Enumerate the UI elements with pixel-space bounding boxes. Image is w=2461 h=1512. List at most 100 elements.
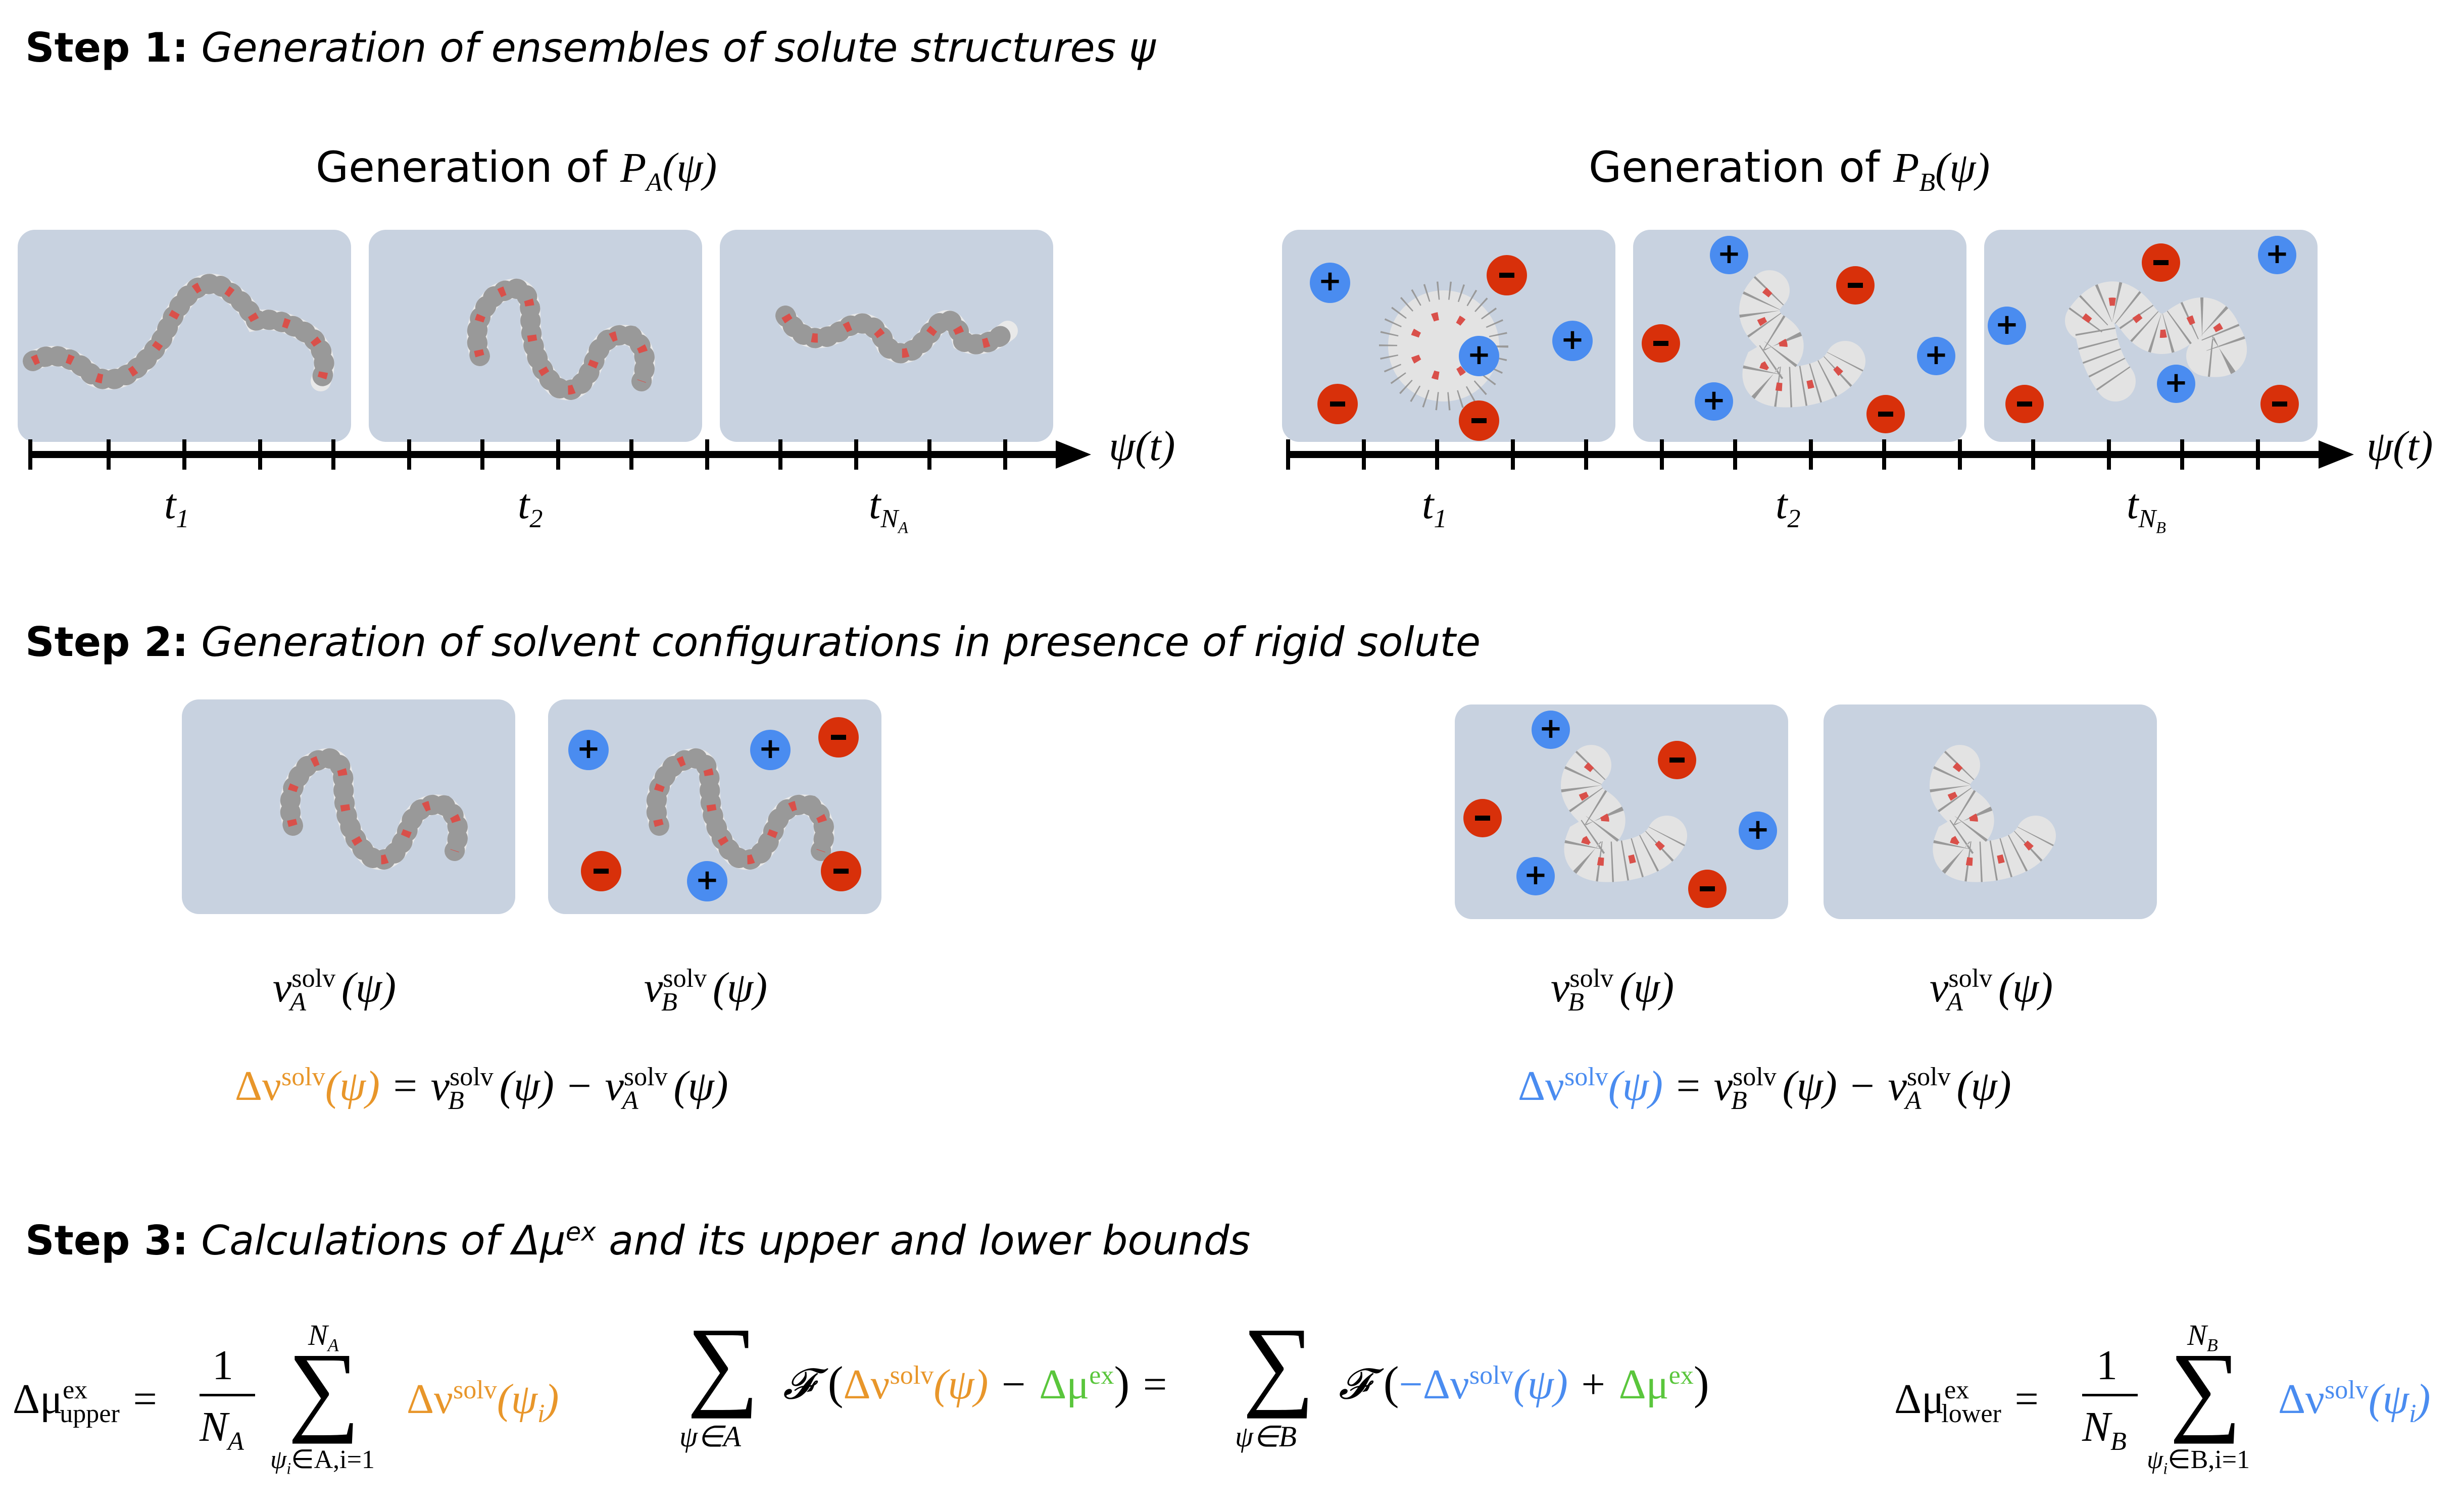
coiled-chain-icon [1930,745,2056,882]
step3-text-post: and its upper and lower bounds [596,1217,1251,1264]
upper-lhs: Δμexupper = [13,1376,157,1428]
wavy-chain [775,306,1018,364]
fraction-bar [2082,1394,2138,1396]
axis-arrowhead-icon [2319,440,2354,469]
bar-lhs: 𝓕 (Δνsolv(ψ) − Δμex) = [783,1357,1167,1408]
svg-text:+: + [1717,237,1741,270]
right-title-arg: (ψ) [1935,144,1990,191]
axis-arrowhead-icon [1056,440,1091,469]
step3-sup: ex [565,1217,596,1247]
plus-ion-icon: + [1552,321,1593,361]
delta-nu-equation-right: Δνsolv(ψ) = νsolvB (ψ) − νsolvA (ψ) [1518,1063,2011,1115]
upper-term: Δνsolv(ψi) [407,1376,559,1428]
chain-molecule-icon [467,278,655,400]
tick-label-t1-right: t1 [1422,481,1447,533]
delta-nu-equation-left: Δνsolv(ψ) = νsolvB (ψ) − νsolvA (ψ) [235,1063,728,1115]
ion-solution-scene: + + + [1463,711,1777,908]
minus-ion-icon [1866,395,1905,433]
sum-bottom-B: ψ∈B [1235,1420,1297,1453]
step1-label: Step 1: [25,24,188,71]
vacuum-snapshot-1 [18,230,351,442]
sum-bottom: ψi∈B,i=1 [2147,1445,2250,1478]
nu-A-right: νsolvA (ψ) [1930,964,2053,1017]
minus-ion-icon [2005,385,2044,423]
step3-text-pre: Calculations of Δμ [201,1217,566,1264]
tick-label-t1: t1 [164,481,189,533]
nu-A-left: νsolvA (ψ) [273,964,397,1017]
svg-text:+: + [2266,237,2289,270]
bar-rhs: 𝓕 (−Δνsolv(ψ) + Δμex) [1339,1357,1709,1408]
plus-ion-icon: + [1532,711,1570,749]
ion-solution-scene: + + + [568,717,861,901]
lower-lhs: Δμexlower = [1894,1376,2039,1428]
svg-text:+: + [1524,859,1548,891]
ion-snapshot-2: + + + [1633,230,1966,442]
ion-snapshot-1: + + + [1282,230,1615,442]
frac-den: NA [200,1403,244,1456]
nu-B-left: νsolvB (ψ) [644,964,768,1017]
tick-label-tNB: tNB [2127,481,2166,537]
step1-text: Generation of ensembles of solute struct… [201,24,1156,71]
sum-icon: ∑ [2170,1333,2242,1444]
sum-top: NA [308,1319,339,1355]
plus-ion-icon: + [1310,263,1350,303]
frac-num: 1 [212,1342,233,1389]
vacuum-snapshot-2 [369,230,702,442]
extended-chain [23,274,334,391]
bar-equation: ∑ ψ∈A 𝓕 (Δνsolv(ψ) − Δμex) = ∑ ψ∈B 𝓕 (−Δ… [667,1303,1818,1485]
left-title-sub: A [646,168,663,197]
left-time-axis [28,439,1091,470]
rigid-solute-in-A [182,699,515,914]
svg-text:+: + [1467,338,1491,371]
sum-bottom-A: ψ∈A [679,1420,741,1453]
frac-den: NB [2082,1403,2127,1456]
ion-solution-scene: + + + [1988,236,2299,423]
tick-label-tNA: tNA [869,481,908,537]
sum-icon: ∑ [1243,1307,1315,1419]
plus-ion-icon: + [1917,337,1955,375]
sum-icon: ∑ [687,1307,759,1419]
step3-label: Step 3: [25,1217,188,1264]
step2-text: Generation of solvent configurations in … [201,619,1481,666]
minus-ion-icon [1317,384,1358,424]
step3-heading: Step 3: Calculations of Δμex and its upp… [25,1217,1250,1264]
right-title-sub: B [1919,168,1936,197]
lower-bound-equation: Δμexlower = 1 NB NB ∑ ψi∈B,i=1 Δνsolv(ψi… [1894,1318,2455,1485]
svg-text:+: + [1702,384,1726,417]
vacuum-snapshot-3 [720,230,1053,442]
lower-term: Δνsolv(ψi) [2278,1376,2431,1428]
plus-ion-icon: + [2157,365,2195,403]
plus-ion-icon: + [1710,236,1748,274]
fraction-bar [200,1394,255,1396]
rigid-solute-in-B-right: + + + [1455,704,1788,919]
plus-ion-icon: + [1459,336,1499,376]
plus-ion-icon: + [1695,382,1733,421]
minus-ion-icon [1642,324,1680,363]
chain-molecule-icon [23,274,334,391]
plus-ion-icon: + [1739,812,1777,850]
ion-snapshot-3: + + + [1984,230,2318,442]
tick-label-t2: t2 [518,481,543,533]
svg-text:+: + [1318,265,1342,297]
chain-molecule-icon [280,748,468,870]
sum-icon: ∑ [288,1333,360,1444]
left-axis-label: ψ(t) [1109,423,1175,470]
sum-bottom: ψi∈A,i=1 [270,1445,375,1478]
svg-text:+: + [1995,308,2019,341]
svg-text:+: + [1561,323,1585,356]
svg-text:+: + [577,732,601,765]
left-title-P: P [620,144,647,191]
ion-solution-scene: + + + [1642,236,1955,433]
plus-ion-icon: + [1988,307,2026,345]
svg-text:+: + [1539,712,1563,745]
plus-ion-icon: + [750,730,791,770]
rigid-solute-in-A-right [1824,704,2157,919]
minus-ion-icon [818,717,859,758]
right-ensemble-title: Generation of PB(ψ) [1589,142,1990,197]
minus-ion-icon [1836,266,1875,305]
svg-text:+: + [1746,813,1770,846]
svg-text:+: + [2164,366,2188,399]
minus-ion-icon [1463,799,1502,837]
minus-ion-icon [1459,400,1499,441]
plus-ion-icon: + [687,861,727,901]
